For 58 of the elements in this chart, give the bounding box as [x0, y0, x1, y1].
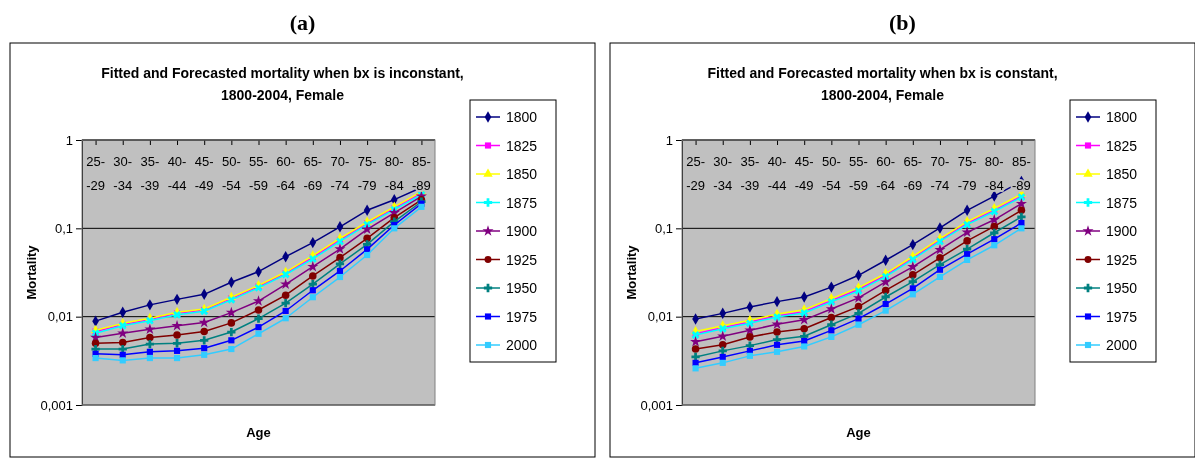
legend-label: 2000 — [1106, 337, 1138, 353]
x-tick-label: 80- -84 — [384, 154, 404, 193]
legend-label: 1975 — [1106, 308, 1138, 325]
x-axis-title: Age — [246, 425, 271, 440]
legend-label: 1925 — [1106, 251, 1138, 268]
legend-label: 1975 — [506, 308, 538, 325]
x-tick-label: 50- -54 — [221, 154, 241, 193]
legend-label: 1800 — [506, 109, 538, 125]
x-tick-label: 40- -44 — [767, 154, 787, 193]
x-tick-label: 25- -29 — [86, 154, 105, 193]
x-tick-label: 35- -39 — [740, 154, 760, 193]
legend-label: 1925 — [506, 251, 538, 268]
legend-label: 1875 — [1106, 194, 1138, 211]
legend-label: 1950 — [1106, 280, 1138, 296]
y-axis-title: Mortality — [624, 244, 639, 300]
chart-title: Fitted and Forecasted mortality when bx is constant, 1800-2004, Female — [707, 65, 1058, 103]
y-tick-label: 1 — [65, 132, 73, 148]
y-tick-label: 0,001 — [40, 397, 73, 413]
legend-label: 1800 — [1106, 109, 1138, 125]
y-axis-title: Mortality — [24, 244, 39, 300]
x-tick-label: 75- -79 — [957, 154, 977, 193]
x-tick-label: 55- -59 — [249, 154, 268, 193]
x-tick-label: 65- -69 — [303, 154, 323, 193]
x-tick-label: 35- -39 — [140, 154, 160, 193]
legend-label: 1825 — [1106, 137, 1138, 154]
x-tick-label: 30- -34 — [113, 154, 133, 193]
x-tick-label: 50- -54 — [821, 154, 841, 193]
legend-label: 1825 — [506, 137, 538, 154]
y-tick-label: 1 — [665, 132, 673, 148]
y-tick-label: 0,1 — [654, 220, 673, 236]
x-tick-label: 45- -49 — [794, 154, 814, 193]
x-tick-label: 60- -64 — [276, 154, 296, 193]
x-tick-label: 60- -64 — [876, 154, 896, 193]
legend-label: 1950 — [506, 280, 538, 296]
legend-label: 1850 — [506, 166, 538, 182]
y-tick-label: 0,1 — [54, 220, 73, 236]
chart-title: Fitted and Forecasted mortality when bx is inconstant, 1800-2004, Female — [101, 65, 464, 103]
text: (a) — [289, 10, 316, 35]
x-tick-label: 70- -74 — [330, 154, 350, 193]
legend-label: 2000 — [506, 337, 538, 353]
x-tick-label: 40- -44 — [167, 154, 187, 193]
y-tick-label: 0,001 — [640, 397, 673, 413]
y-tick-label: 0,01 — [47, 309, 73, 325]
x-tick-label: 55- -59 — [849, 154, 868, 193]
y-tick-label: 0,01 — [647, 309, 673, 325]
x-tick-label: 45- -49 — [194, 154, 214, 193]
x-tick-label: 75- -79 — [357, 154, 377, 193]
x-tick-label: 65- -69 — [903, 154, 923, 193]
legend-label: 1875 — [506, 194, 538, 211]
legend-label: 1850 — [1106, 166, 1138, 182]
legend-label: 1900 — [506, 223, 538, 239]
x-tick-label: 30- -34 — [713, 154, 733, 193]
x-axis-title: Age — [846, 425, 871, 440]
x-tick-label: 70- -74 — [930, 154, 950, 193]
text: (b) — [889, 10, 916, 35]
legend-label: 1900 — [1106, 223, 1138, 239]
x-tick-label: 80- -84 — [984, 154, 1004, 193]
x-tick-label: 25- -29 — [686, 154, 705, 193]
